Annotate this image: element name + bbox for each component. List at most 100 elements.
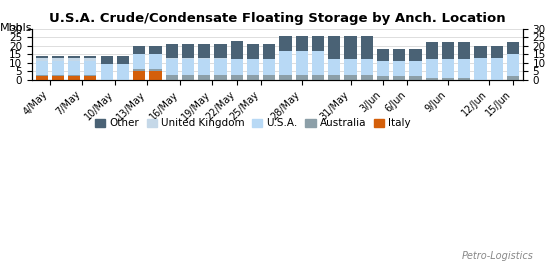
Bar (491, 46, 503, 57)
Bar (458, 78, 470, 80)
Bar (312, 74, 324, 80)
Bar (198, 74, 210, 80)
Bar (52, 76, 64, 80)
Bar (279, 74, 292, 80)
Text: Petro-Logistics: Petro-Logistics (461, 251, 534, 261)
Bar (328, 36, 340, 59)
Bar (344, 74, 356, 80)
Bar (361, 36, 373, 59)
Bar (52, 57, 64, 61)
Bar (409, 49, 422, 61)
Legend: Other, United Kingdom, U.S.A., Australia, Italy: Other, United Kingdom, U.S.A., Australia… (91, 114, 415, 133)
Bar (230, 59, 243, 74)
Bar (296, 36, 308, 51)
Bar (36, 56, 48, 57)
Bar (296, 51, 308, 74)
Bar (52, 56, 64, 57)
Bar (150, 46, 162, 54)
Bar (361, 59, 373, 74)
Bar (296, 74, 308, 80)
Bar (68, 76, 80, 80)
Bar (230, 41, 243, 59)
Bar (166, 74, 178, 80)
Bar (442, 78, 454, 80)
Bar (475, 57, 487, 80)
Bar (263, 74, 276, 80)
Bar (458, 59, 470, 78)
Bar (84, 74, 96, 76)
Bar (312, 51, 324, 74)
Bar (84, 57, 96, 61)
Bar (393, 61, 405, 76)
Bar (426, 42, 438, 59)
Bar (279, 51, 292, 74)
Bar (263, 44, 276, 59)
Bar (377, 49, 389, 61)
Bar (84, 61, 96, 74)
Bar (68, 74, 80, 76)
Bar (84, 76, 96, 80)
Bar (166, 57, 178, 59)
Bar (36, 74, 48, 76)
Bar (377, 61, 389, 76)
Bar (198, 44, 210, 57)
Bar (393, 76, 405, 80)
Bar (52, 74, 64, 76)
Bar (507, 76, 519, 80)
Bar (182, 57, 194, 59)
Bar (133, 54, 145, 69)
Bar (182, 44, 194, 57)
Bar (344, 59, 356, 74)
Bar (68, 57, 80, 61)
Bar (150, 69, 162, 71)
Bar (68, 56, 80, 57)
Bar (101, 64, 113, 80)
Bar (68, 61, 80, 74)
Bar (361, 74, 373, 80)
Bar (247, 44, 259, 59)
Bar (247, 74, 259, 80)
Bar (52, 61, 64, 74)
Bar (36, 76, 48, 80)
Bar (409, 76, 422, 80)
Bar (328, 59, 340, 74)
Bar (117, 64, 129, 80)
Bar (507, 42, 519, 54)
Bar (214, 74, 227, 80)
Text: Mbbls: Mbbls (0, 23, 32, 33)
Bar (182, 74, 194, 80)
Bar (166, 59, 178, 74)
Bar (426, 59, 438, 78)
Bar (214, 59, 227, 74)
Bar (36, 61, 48, 74)
Bar (214, 57, 227, 59)
Bar (393, 49, 405, 61)
Bar (328, 74, 340, 80)
Bar (101, 56, 113, 64)
Bar (133, 69, 145, 71)
Bar (117, 56, 129, 64)
Bar (133, 71, 145, 80)
Bar (247, 59, 259, 74)
Bar (442, 42, 454, 59)
Bar (312, 36, 324, 51)
Bar (507, 54, 519, 76)
Bar (442, 59, 454, 78)
Bar (458, 42, 470, 59)
Bar (344, 36, 356, 59)
Bar (182, 59, 194, 74)
Bar (377, 76, 389, 80)
Bar (150, 54, 162, 69)
Bar (214, 44, 227, 57)
Title: U.S.A. Crude/Condensate Floating Storage by Anch. Location: U.S.A. Crude/Condensate Floating Storage… (49, 12, 505, 25)
Bar (426, 78, 438, 80)
Bar (279, 36, 292, 51)
Bar (230, 74, 243, 80)
Bar (409, 61, 422, 76)
Bar (150, 71, 162, 80)
Bar (166, 44, 178, 57)
Bar (263, 59, 276, 74)
Bar (84, 56, 96, 57)
Bar (475, 46, 487, 57)
Bar (491, 57, 503, 80)
